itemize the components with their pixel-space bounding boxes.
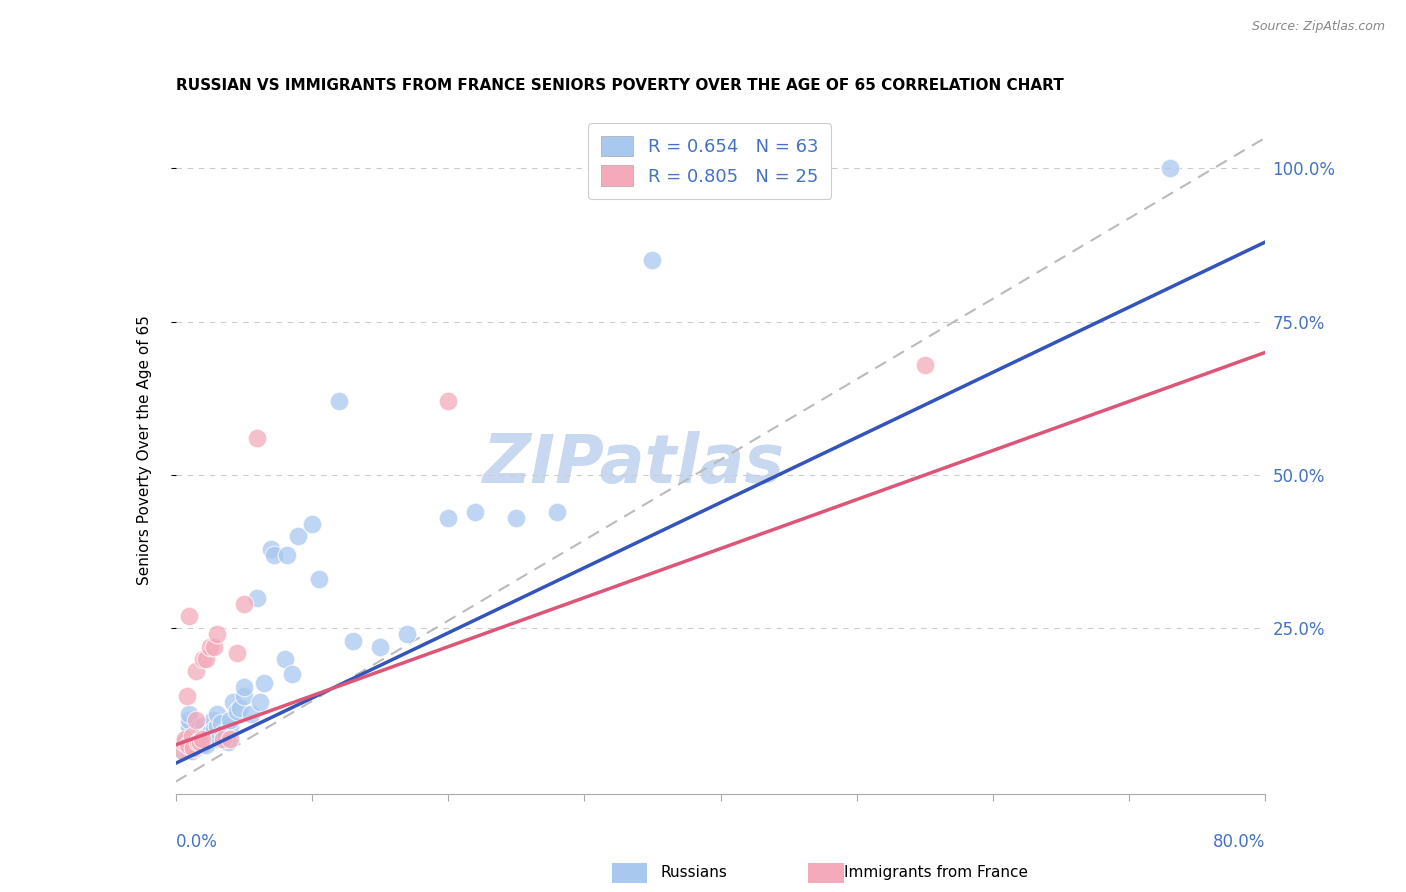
Point — [276, 548, 298, 562]
Point — [176, 689, 198, 703]
Point — [174, 731, 197, 746]
Point — [232, 597, 254, 611]
Point — [464, 505, 486, 519]
Legend: R = 0.654   N = 63, R = 0.805   N = 25: R = 0.654 N = 63, R = 0.805 N = 25 — [588, 123, 831, 199]
Point — [396, 627, 419, 641]
Point — [215, 729, 238, 743]
Point — [437, 394, 460, 409]
Point — [201, 714, 224, 728]
Point — [219, 731, 242, 746]
Point — [198, 640, 221, 654]
Point — [179, 719, 201, 733]
Point — [232, 689, 254, 703]
Point — [181, 744, 204, 758]
Point — [229, 701, 252, 715]
Text: 80.0%: 80.0% — [1213, 833, 1265, 851]
Point — [183, 740, 205, 755]
Point — [191, 725, 214, 739]
Point — [186, 664, 208, 679]
Point — [239, 707, 262, 722]
Point — [505, 511, 527, 525]
Point — [914, 358, 936, 372]
Point — [190, 731, 212, 746]
Point — [205, 707, 228, 722]
Point — [186, 735, 209, 749]
Point — [546, 505, 568, 519]
Point — [263, 548, 285, 562]
Point — [280, 667, 302, 681]
Point — [172, 744, 194, 758]
Point — [219, 714, 242, 728]
Point — [246, 591, 269, 605]
Text: Source: ZipAtlas.com: Source: ZipAtlas.com — [1251, 20, 1385, 33]
Point — [179, 707, 201, 722]
Point — [274, 652, 297, 666]
Point — [342, 633, 364, 648]
Point — [205, 719, 228, 733]
Point — [195, 729, 218, 743]
Point — [176, 731, 198, 746]
Point — [183, 738, 205, 752]
Point — [1159, 161, 1181, 176]
Point — [437, 511, 460, 525]
Point — [181, 729, 204, 743]
Point — [287, 529, 309, 543]
Point — [249, 695, 271, 709]
Point — [172, 744, 194, 758]
Point — [260, 541, 283, 556]
Point — [202, 640, 225, 654]
Point — [328, 394, 350, 409]
Point — [253, 676, 276, 690]
Point — [194, 652, 217, 666]
Point — [232, 680, 254, 694]
Point — [208, 731, 231, 746]
Point — [198, 725, 221, 739]
Point — [190, 738, 212, 752]
Point — [187, 725, 209, 739]
Point — [246, 431, 269, 445]
Point — [209, 716, 232, 731]
Text: 0.0%: 0.0% — [176, 833, 218, 851]
Point — [217, 735, 239, 749]
Point — [186, 731, 208, 746]
Point — [202, 723, 225, 737]
Point — [179, 731, 201, 746]
Point — [179, 738, 201, 752]
Point — [222, 695, 245, 709]
Point — [226, 646, 249, 660]
Point — [179, 725, 201, 739]
Point — [174, 738, 197, 752]
Text: Russians: Russians — [661, 865, 728, 880]
Point — [179, 609, 201, 624]
Point — [173, 735, 195, 749]
Point — [219, 719, 242, 733]
Point — [205, 627, 228, 641]
Point — [226, 704, 249, 718]
Y-axis label: Seniors Poverty Over the Age of 65: Seniors Poverty Over the Age of 65 — [138, 316, 152, 585]
Point — [177, 738, 200, 752]
Point — [186, 714, 208, 728]
Point — [188, 731, 211, 746]
Point — [186, 740, 208, 755]
Point — [191, 731, 214, 746]
Point — [188, 735, 211, 749]
Text: Immigrants from France: Immigrants from France — [844, 865, 1028, 880]
Text: ZIPatlas: ZIPatlas — [482, 431, 785, 497]
Point — [641, 253, 664, 268]
Point — [188, 719, 211, 733]
Point — [301, 517, 323, 532]
Point — [212, 731, 235, 746]
Point — [308, 572, 330, 586]
Point — [194, 738, 217, 752]
Point — [177, 744, 200, 758]
Point — [212, 725, 235, 739]
Point — [191, 719, 214, 733]
Point — [368, 640, 391, 654]
Text: RUSSIAN VS IMMIGRANTS FROM FRANCE SENIORS POVERTY OVER THE AGE OF 65 CORRELATION: RUSSIAN VS IMMIGRANTS FROM FRANCE SENIOR… — [176, 78, 1063, 94]
Point — [191, 652, 214, 666]
Point — [186, 735, 209, 749]
Point — [179, 714, 201, 728]
